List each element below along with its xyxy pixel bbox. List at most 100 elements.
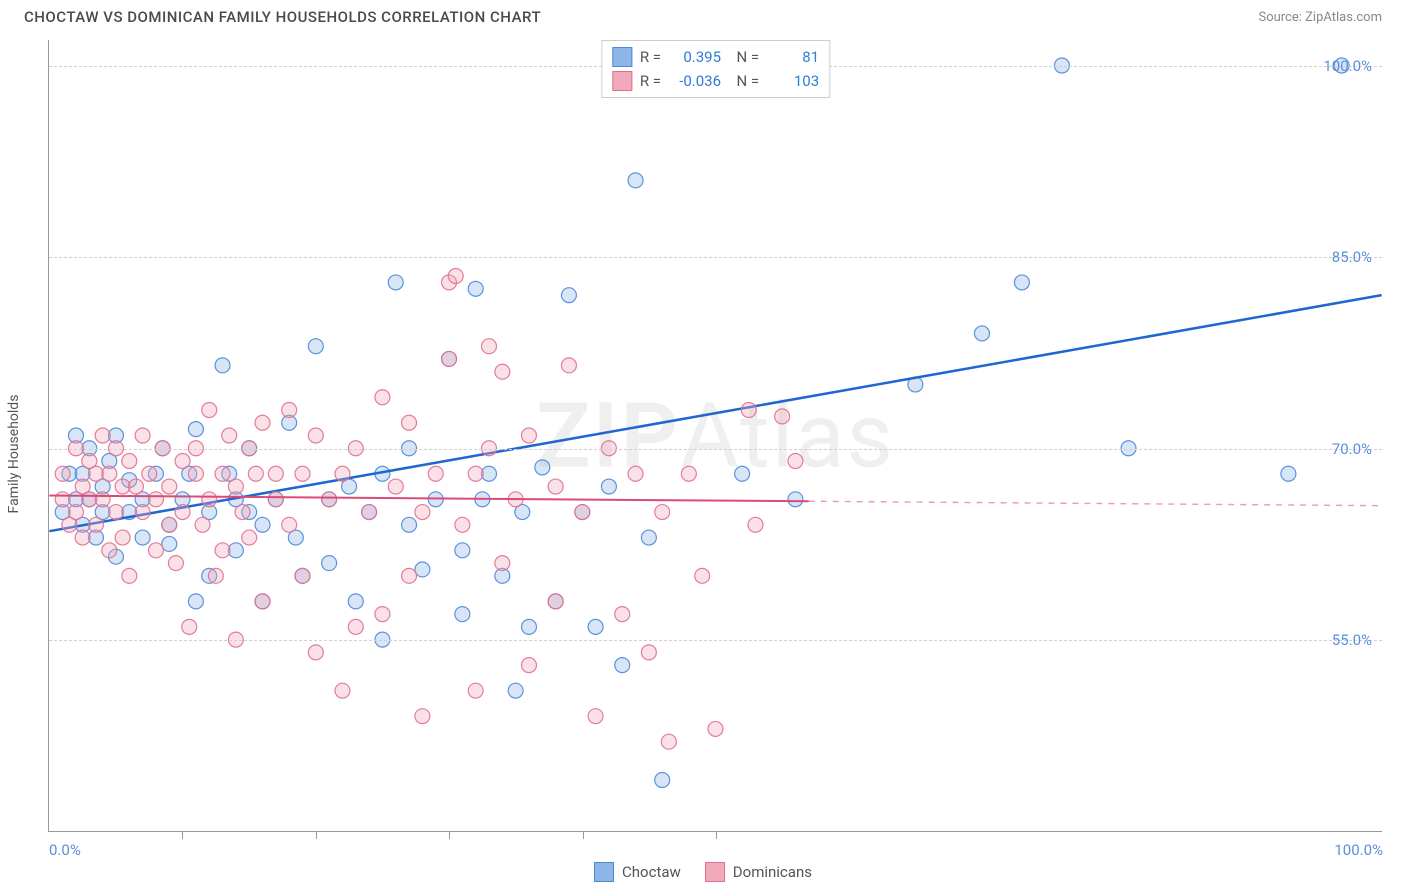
- data-point: [168, 556, 183, 571]
- data-point: [188, 422, 203, 437]
- legend-n-label: N =: [729, 48, 759, 66]
- data-point: [468, 281, 483, 296]
- data-point: [255, 594, 270, 609]
- legend-series-label: Dominicans: [733, 863, 812, 881]
- data-point: [615, 658, 630, 673]
- source-label: Source: ZipAtlas.com: [1258, 10, 1382, 25]
- series-legend: Choctaw Dominicans: [594, 862, 812, 882]
- data-point: [95, 428, 110, 443]
- data-point: [482, 339, 497, 354]
- data-point: [202, 492, 217, 507]
- data-point: [402, 415, 417, 430]
- data-point: [655, 505, 670, 520]
- data-point: [55, 492, 70, 507]
- data-point: [295, 466, 310, 481]
- source-link[interactable]: ZipAtlas.com: [1305, 10, 1382, 25]
- data-point: [135, 530, 150, 545]
- data-point: [348, 619, 363, 634]
- data-point: [521, 428, 536, 443]
- data-point: [308, 339, 323, 354]
- data-point: [202, 402, 217, 417]
- data-point: [708, 721, 723, 736]
- scatter-svg: [49, 40, 1382, 831]
- xtick-mark: [182, 831, 183, 839]
- legend-swatch: [612, 71, 632, 91]
- data-point: [248, 466, 263, 481]
- data-point: [308, 645, 323, 660]
- legend-r-label: R =: [640, 72, 661, 90]
- data-point: [548, 479, 563, 494]
- xtick-mark: [716, 831, 717, 839]
- data-point: [628, 466, 643, 481]
- data-point: [322, 492, 337, 507]
- data-point: [402, 568, 417, 583]
- gridline: [49, 449, 1382, 450]
- data-point: [788, 454, 803, 469]
- legend-series-label: Choctaw: [622, 863, 681, 881]
- data-point: [188, 594, 203, 609]
- data-point: [735, 466, 750, 481]
- data-point: [122, 454, 137, 469]
- data-point: [455, 543, 470, 558]
- data-point: [388, 479, 403, 494]
- data-point: [415, 505, 430, 520]
- data-point: [68, 505, 83, 520]
- data-point: [55, 466, 70, 481]
- data-point: [588, 709, 603, 724]
- legend-series-item: Choctaw: [594, 862, 681, 882]
- data-point: [335, 683, 350, 698]
- data-point: [228, 479, 243, 494]
- xtick-label: 0.0%: [49, 841, 81, 859]
- data-point: [142, 466, 157, 481]
- legend-series-item: Dominicans: [705, 862, 812, 882]
- data-point: [455, 607, 470, 622]
- data-point: [561, 288, 576, 303]
- xtick-mark: [583, 831, 584, 839]
- data-point: [655, 772, 670, 787]
- data-point: [521, 658, 536, 673]
- xtick-mark: [316, 831, 317, 839]
- data-point: [135, 428, 150, 443]
- data-point: [322, 556, 337, 571]
- data-point: [415, 562, 430, 577]
- data-point: [222, 428, 237, 443]
- data-point: [575, 505, 590, 520]
- legend-correlation-row: R =-0.036 N =103: [612, 69, 819, 93]
- data-point: [468, 683, 483, 698]
- data-point: [108, 505, 123, 520]
- data-point: [628, 173, 643, 188]
- data-point: [455, 517, 470, 532]
- legend-correlation-row: R =0.395 N =81: [612, 45, 819, 69]
- data-point: [195, 517, 210, 532]
- legend-r-value: -0.036: [669, 72, 721, 90]
- data-point: [661, 734, 676, 749]
- correlation-legend: R =0.395 N =81R =-0.036 N =103: [601, 40, 830, 98]
- data-point: [681, 466, 696, 481]
- data-point: [641, 645, 656, 660]
- data-point: [255, 517, 270, 532]
- data-point: [428, 466, 443, 481]
- data-point: [468, 466, 483, 481]
- data-point: [135, 505, 150, 520]
- data-point: [75, 530, 90, 545]
- data-point: [508, 683, 523, 698]
- xtick-mark: [449, 831, 450, 839]
- data-point: [402, 517, 417, 532]
- data-point: [268, 492, 283, 507]
- data-point: [188, 466, 203, 481]
- data-point: [242, 530, 257, 545]
- data-point: [748, 517, 763, 532]
- data-point: [1014, 275, 1029, 290]
- ytick-label: 85.0%: [1332, 248, 1372, 266]
- data-point: [448, 269, 463, 284]
- data-point: [495, 364, 510, 379]
- data-point: [175, 505, 190, 520]
- data-point: [162, 517, 177, 532]
- data-point: [175, 454, 190, 469]
- data-point: [295, 568, 310, 583]
- data-point: [695, 568, 710, 583]
- data-point: [162, 536, 177, 551]
- legend-swatch: [705, 862, 725, 882]
- data-point: [741, 402, 756, 417]
- data-point: [215, 543, 230, 558]
